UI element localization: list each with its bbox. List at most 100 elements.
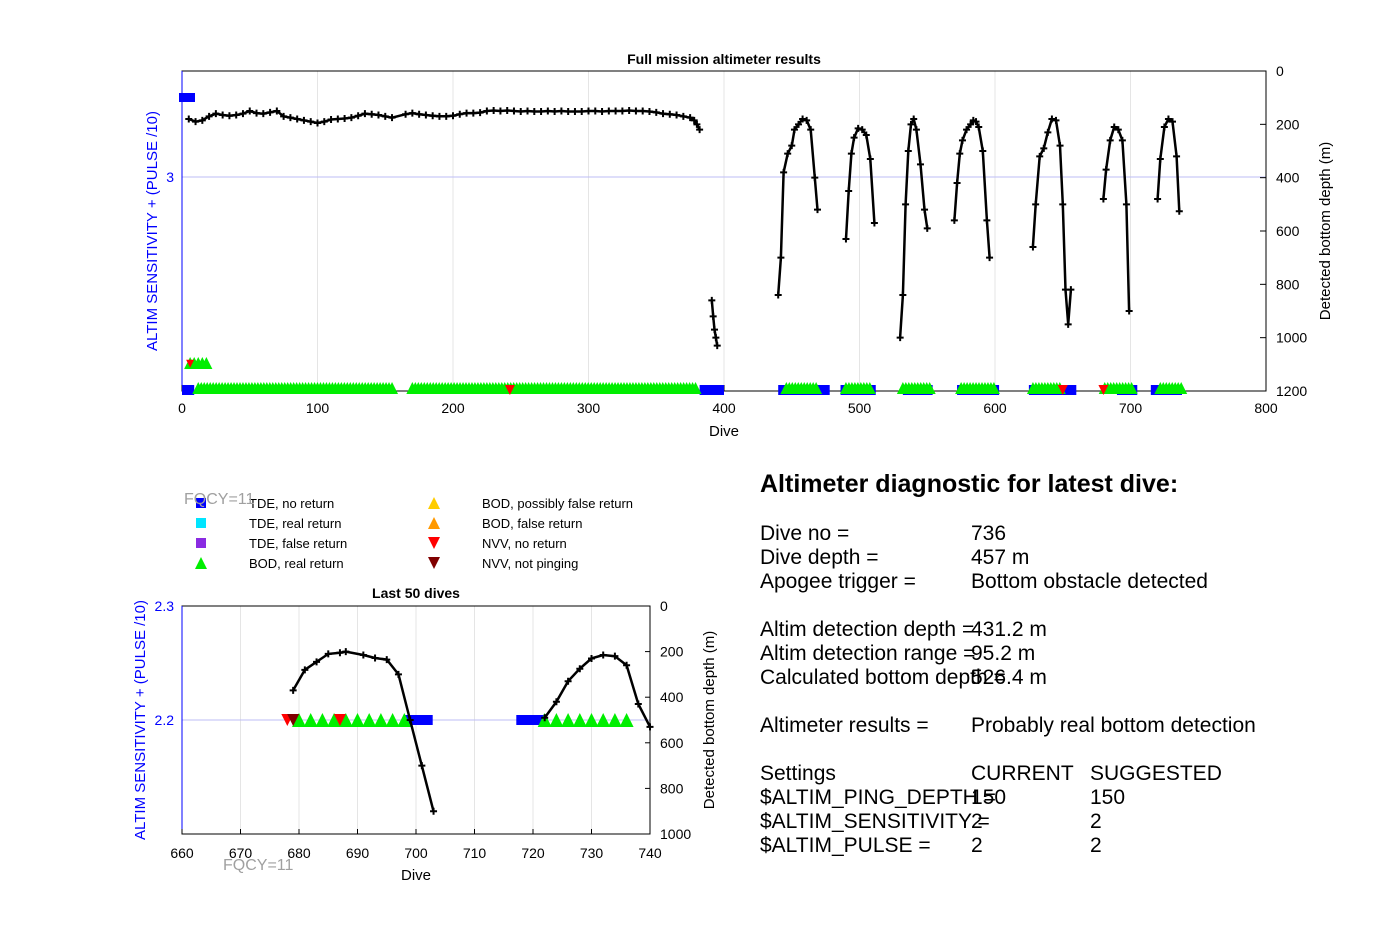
depth-point: [1099, 195, 1107, 203]
diagnostic-label: Apogee trigger =: [760, 570, 916, 593]
y-right-axis-label: Detected bottom depth (m): [701, 631, 718, 809]
depth-point: [1125, 307, 1133, 315]
diagnostic-label: Altim detection range =: [760, 642, 976, 665]
down-triangle-marker: [1057, 385, 1068, 395]
depth-point: [1160, 123, 1168, 131]
depth-point: [442, 112, 450, 120]
depth-point: [690, 116, 698, 124]
depth-series-line: [776, 117, 819, 296]
tde-no-return-marker: [182, 385, 195, 395]
up-triangle-marker: [200, 357, 213, 369]
x-tick-label: 300: [577, 400, 601, 416]
depth-point: [402, 110, 410, 118]
diagnostic-label: Settings: [760, 762, 836, 785]
y-right-tick-label: 1000: [1276, 330, 1307, 346]
diagnostic-suggested-value: 2: [1090, 834, 1102, 857]
depth-point: [496, 107, 504, 115]
tde-no-return-marker: [528, 715, 538, 725]
depth-point: [972, 118, 980, 126]
depth-point: [429, 112, 437, 120]
depth-point: [921, 206, 929, 214]
depth-series-line: [1031, 117, 1073, 325]
depth-point: [712, 334, 720, 342]
diagnostic-title: Altimeter diagnostic for latest dive:: [760, 470, 1179, 498]
depth-point: [780, 168, 788, 176]
diagnostic-suggested-value: 2: [1090, 810, 1102, 833]
depth-point: [950, 216, 958, 224]
depth-point: [904, 147, 912, 155]
legend-label: BOD, possibly false return: [482, 496, 633, 511]
up-triangle-marker: [923, 382, 936, 394]
depth-point: [371, 654, 379, 662]
y-left-axis-label: ALTIM SENSITIVITY + (PULSE /10): [132, 600, 149, 840]
y-left-tick-label: 2.2: [155, 712, 175, 728]
depth-point: [192, 118, 200, 126]
depth-point: [449, 112, 457, 120]
depth-point: [1122, 200, 1130, 208]
diagnostic-label: $ALTIM_PULSE =: [760, 834, 931, 857]
depth-point: [907, 120, 915, 128]
depth-series-line: [1102, 125, 1131, 312]
y-right-tick-label: 200: [660, 644, 684, 660]
down-triangle-marker: [333, 714, 346, 726]
depth-point: [588, 654, 595, 662]
depth-point: [902, 200, 910, 208]
depth-point: [300, 116, 308, 124]
x-tick-label: 660: [170, 845, 194, 861]
depth-point: [632, 107, 640, 115]
depth-point: [1059, 200, 1067, 208]
legend-square-marker: [196, 518, 206, 528]
depth-point: [777, 254, 785, 262]
depth-series-line: [844, 126, 876, 240]
up-triangle-marker: [810, 382, 823, 394]
depth-point: [576, 665, 584, 673]
depth-point: [552, 698, 560, 706]
down-triangle-marker: [186, 359, 195, 368]
depth-point: [591, 107, 599, 115]
x-tick-label: 700: [404, 845, 428, 861]
x-tick-label: 800: [1254, 400, 1278, 416]
depth-point: [1044, 128, 1052, 136]
up-triangle-marker: [327, 713, 342, 727]
diagnostic-current-value: 150: [971, 786, 1007, 809]
x-tick-label: 200: [441, 400, 465, 416]
depth-point: [286, 114, 294, 122]
depth-point: [1156, 155, 1164, 163]
depth-point: [361, 110, 369, 118]
depth-series-line: [1156, 117, 1181, 212]
depth-point: [896, 334, 904, 342]
diagnostic-value: 736: [971, 522, 1007, 545]
depth-point: [686, 114, 694, 122]
legend-label: BOD, real return: [249, 556, 344, 571]
depth-point: [1114, 126, 1122, 134]
depth-point: [953, 179, 961, 187]
depth-point: [1154, 195, 1162, 203]
depth-point: [1102, 166, 1110, 174]
depth-point: [850, 134, 858, 142]
depth-point: [598, 108, 606, 116]
depth-point: [368, 110, 376, 118]
y-right-tick-label: 400: [1276, 170, 1300, 186]
tde-no-return-marker: [522, 715, 533, 725]
depth-point: [975, 123, 983, 131]
depth-point: [659, 110, 667, 118]
depth-point: [634, 700, 642, 708]
y-left-axis-label: ALTIM SENSITIVITY + (PULSE /10): [144, 111, 161, 351]
depth-point: [564, 677, 572, 685]
depth-point: [564, 108, 572, 116]
depth-point: [476, 109, 484, 117]
depth-point: [1173, 152, 1181, 160]
legend-label: NVV, not pinging: [482, 556, 578, 571]
depth-point: [967, 120, 975, 128]
up-triangle-marker: [350, 713, 365, 727]
tde-no-return-marker: [416, 715, 427, 725]
diagnostic-label: Dive depth =: [760, 546, 879, 569]
depth-point: [280, 112, 288, 120]
depth-point: [713, 342, 721, 350]
x-tick-label: 710: [463, 845, 487, 861]
up-triangle-marker: [397, 713, 412, 727]
depth-point: [813, 206, 821, 214]
depth-point: [983, 216, 991, 224]
diagnostic-value: Bottom obstacle detected: [971, 570, 1208, 593]
depth-point: [788, 142, 796, 150]
